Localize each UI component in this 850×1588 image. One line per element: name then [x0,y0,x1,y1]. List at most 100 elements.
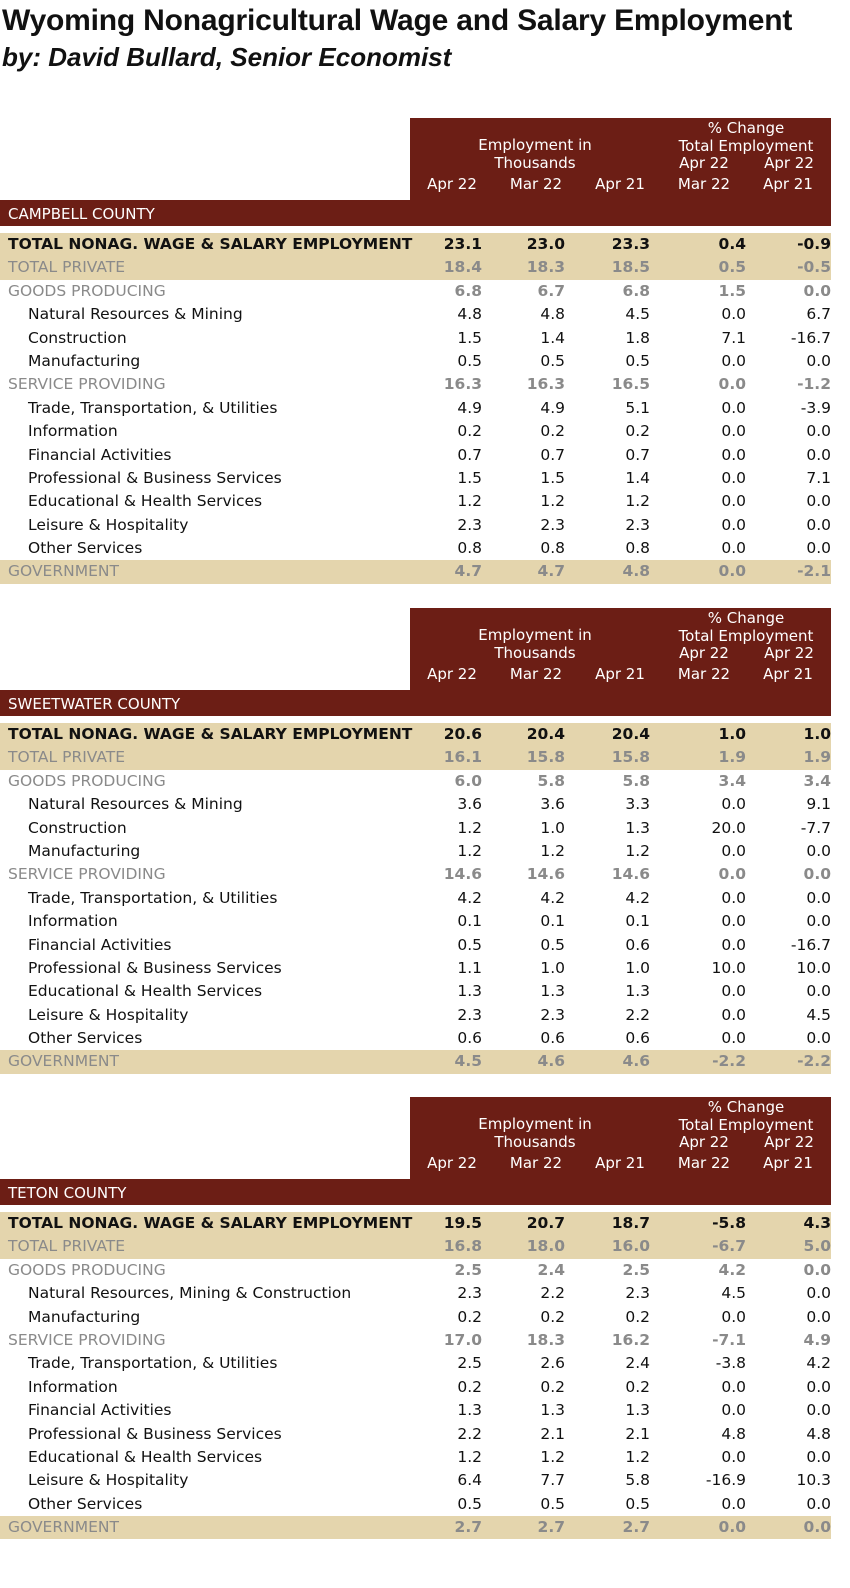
employment-value: 2.6 [540,1354,565,1373]
column-header: Apr 21 [595,175,645,193]
row-label: TOTAL NONAG. WAGE & SALARY EMPLOYMENT [8,235,413,253]
employment-value: 1.2 [540,841,565,860]
employment-value: 6.4 [457,1471,482,1490]
employment-value: 4.7 [454,562,482,581]
pct-change-value: 0.0 [718,1518,746,1537]
table-row: Leisure & Hospitality 2.3 2.3 2.2 0.0 4.5 [0,1004,831,1027]
table-row: SERVICE PROVIDING 14.6 14.6 14.6 0.0 0.0 [0,863,831,886]
employment-value: 2.5 [457,1354,482,1373]
table-row: Educational & Health Services 1.3 1.3 1.3 0.… [0,980,831,1003]
column-header: Apr 21 [763,175,813,193]
employment-value: 2.2 [540,1284,565,1303]
pct-change-value: 0.0 [721,398,746,417]
employment-value: 0.5 [540,935,565,954]
pct-change-value: 0.0 [721,305,746,324]
column-header: Apr 22 [427,665,477,683]
pct-change-value: 0.0 [806,445,831,464]
row-label: Manufacturing [28,351,141,370]
employment-value: 2.4 [537,1260,565,1279]
pct-change-value: 0.0 [806,888,831,907]
pct-change-header: % Change [707,1098,785,1116]
pct-change-value: 0.0 [721,795,746,814]
table-row: Manufacturing 0.5 0.5 0.5 0.0 0.0 [0,350,831,373]
pct-change-value: 0.0 [721,1494,746,1513]
employment-value: 2.4 [625,1354,650,1373]
employment-value: 18.5 [611,258,650,277]
employment-value: 4.8 [540,305,565,324]
table-row: Professional & Business Services 2.2 2.1 2.… [0,1423,831,1446]
employment-header: Employment in [478,136,592,154]
table-row: Other Services 0.6 0.6 0.6 0.0 0.0 [0,1027,831,1050]
employment-value: 20.6 [443,725,482,743]
table-row: Other Services 0.5 0.5 0.5 0.0 0.0 [0,1493,831,1516]
pct-change-value: -5.8 [712,1214,746,1232]
employment-value: 1.5 [457,328,482,347]
employment-value: 0.5 [457,935,482,954]
employment-value: 23.1 [443,235,482,253]
pct-change-value: 4.3 [803,1214,831,1232]
employment-value: 1.0 [540,958,565,977]
pct-change-value: -0.9 [797,235,831,253]
pct-change-value: 4.2 [718,1260,746,1279]
row-label: GOVERNMENT [8,562,119,581]
employment-header: Employment in [478,626,592,644]
employment-value: 3.3 [625,795,650,814]
employment-value: 14.6 [611,865,650,884]
employment-value: 4.2 [540,888,565,907]
pct-change-header: Total Employment [678,137,814,155]
employment-value: 1.2 [540,492,565,511]
employment-value: 18.3 [526,258,565,277]
pct-change-value: 0.0 [806,515,831,534]
employment-value: 0.2 [540,1377,565,1396]
row-label: GOODS PRODUCING [8,771,166,790]
employment-value: 1.3 [457,982,482,1001]
table-row: Other Services 0.8 0.8 0.8 0.0 0.0 [0,537,831,560]
employment-value: 1.4 [540,328,565,347]
pct-change-header: % Change [707,119,785,137]
employment-value: 1.3 [540,982,565,1001]
table-row: Trade, Transportation, & Utilities 4.9 4.9… [0,397,831,420]
table-row: Educational & Health Services 1.2 1.2 1.2 0.… [0,1446,831,1469]
pct-change-value: 0.0 [721,935,746,954]
row-label: Manufacturing [28,841,141,860]
pct-change-value: 0.4 [718,235,746,253]
employment-value: 3.6 [540,795,565,814]
pct-change-value: 0.0 [803,281,831,300]
row-label: Leisure & Hospitality [28,515,189,534]
employment-value: 0.6 [457,1029,482,1048]
column-header: Mar 22 [677,175,731,193]
table-header: Employment in Thousands % Change Total Empl… [410,1097,831,1179]
pct-change-value: 10.0 [711,958,746,977]
pct-change-value: 7.1 [806,468,831,487]
employment-value: 20.4 [526,725,565,743]
pct-change-value: 0.0 [721,1377,746,1396]
pct-change-value: -2.2 [712,1052,746,1071]
row-label: Educational & Health Services [28,1447,263,1466]
row-label: Other Services [28,539,143,558]
employment-value: 1.8 [625,328,650,347]
employment-value: 5.8 [625,1471,650,1490]
employment-value: 16.5 [611,375,650,394]
employment-value: 1.3 [540,1401,565,1420]
pct-change-value: 0.0 [806,539,831,558]
table-row: Manufacturing 1.2 1.2 1.2 0.0 0.0 [0,840,831,863]
pct-change-value: 0.0 [806,1029,831,1048]
pct-change-value: 0.0 [806,1284,831,1303]
employment-value: 7.7 [540,1471,565,1490]
page-subtitle: by: David Bullard, Senior Economist [2,42,452,72]
pct-change-value: 4.9 [803,1330,831,1349]
pct-change-value: 0.0 [806,841,831,860]
table-row: TOTAL NONAG. WAGE & SALARY EMPLOYMENT 19.… [0,1212,831,1236]
pct-change-value: 0.0 [721,468,746,487]
pct-change-value: 0.0 [806,1401,831,1420]
pct-change-value: 0.0 [721,492,746,511]
employment-value: 1.5 [457,468,482,487]
row-label: Educational & Health Services [28,982,263,1001]
column-header: Apr 21 [763,665,813,683]
employment-value: 15.8 [611,748,650,767]
row-label: SERVICE PROVIDING [8,1330,166,1349]
pct-change-value: 0.0 [721,912,746,931]
employment-value: 0.2 [457,422,482,441]
column-header: Mar 22 [677,1154,731,1172]
